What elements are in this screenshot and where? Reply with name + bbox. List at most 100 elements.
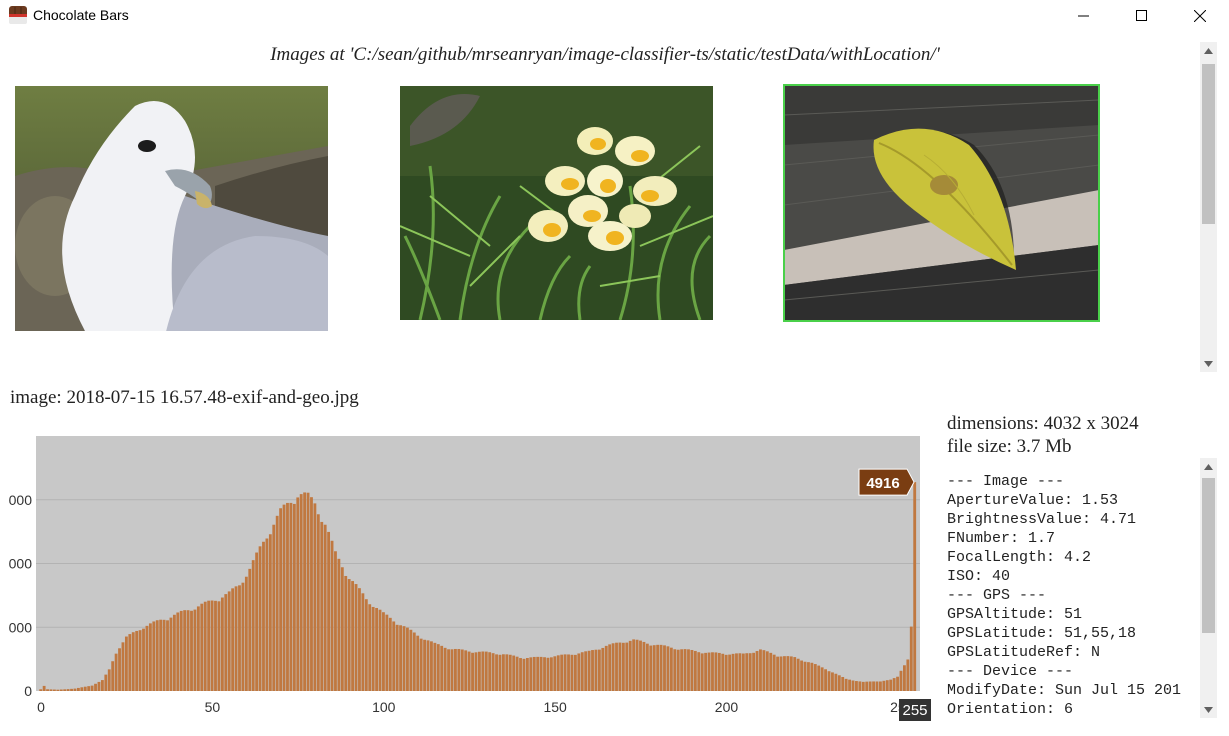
histogram-bar (457, 649, 461, 691)
histogram-bar (765, 651, 769, 691)
histogram-bar (361, 593, 365, 691)
histogram-bar (464, 650, 468, 691)
histogram-bar (783, 656, 786, 691)
histogram-bar (190, 610, 193, 691)
x-tick-label: 200 (715, 699, 739, 715)
histogram-bar (820, 667, 824, 691)
histogram-bar (224, 594, 228, 691)
histogram-bar (690, 649, 694, 691)
histogram-bar (676, 649, 680, 691)
histogram-bar (803, 661, 807, 691)
histogram-bar (885, 680, 889, 691)
gallery-scrollbar[interactable] (1200, 42, 1217, 372)
histogram-bar (810, 662, 814, 691)
histogram-bar (97, 681, 101, 691)
exif-line: GPSLatitude: 51,55,18 (947, 625, 1137, 642)
histogram-bar (563, 654, 567, 691)
window-titlebar: Chocolate Bars (0, 0, 1229, 32)
histogram-bar (875, 681, 879, 691)
histogram-bar (693, 650, 697, 691)
histogram-bar (371, 606, 375, 691)
thumbnail-flowers[interactable] (400, 86, 713, 320)
histogram-bar (882, 680, 886, 691)
histogram-bar (680, 649, 684, 691)
histogram-bar (645, 643, 649, 691)
histogram-bar (286, 502, 289, 691)
scrollbar-thumb[interactable] (1202, 64, 1215, 224)
histogram-bar (303, 492, 307, 691)
histogram-bar (755, 651, 759, 691)
histogram-bar (282, 504, 286, 691)
histogram-bar (100, 680, 104, 691)
histogram-bar (443, 647, 447, 691)
histogram-bar (536, 656, 540, 691)
histogram-bar (683, 649, 687, 691)
histogram-bar (207, 600, 211, 691)
histogram-bar (436, 644, 440, 691)
histogram-bar (807, 662, 810, 691)
x-tick-label: 150 (543, 699, 567, 715)
histogram-bar (111, 661, 115, 691)
histogram-bar (769, 652, 773, 691)
minimize-button[interactable] (1055, 0, 1113, 32)
histogram-bar (594, 649, 598, 691)
histogram-bar (717, 652, 721, 691)
histogram-bar (320, 521, 324, 691)
thumbnail-seabird[interactable] (15, 86, 328, 331)
histogram-bar (433, 642, 437, 691)
histogram-bar (481, 651, 485, 691)
histogram-bar (745, 653, 749, 691)
x-tick-label: 50 (205, 699, 221, 715)
histogram-bar (495, 654, 498, 691)
histogram-bar (265, 538, 269, 691)
histogram-bar (700, 653, 704, 691)
close-button[interactable] (1171, 0, 1229, 32)
histogram-bar (255, 552, 259, 691)
histogram-bar (896, 676, 899, 691)
histogram-bar (567, 654, 570, 691)
histogram-bar (618, 642, 622, 691)
maximize-button[interactable] (1113, 0, 1171, 32)
histogram-bar (587, 650, 591, 691)
histogram-bar (625, 642, 629, 691)
histogram-bar (837, 675, 841, 691)
tooltip-value-label: 4916 (866, 475, 899, 492)
arrow-down-icon (1204, 360, 1213, 367)
leaf-image (784, 85, 1099, 321)
exif-scrollbar[interactable] (1200, 458, 1217, 718)
histogram-bar (46, 689, 49, 691)
exif-scroll-down-button[interactable] (1200, 701, 1217, 718)
scroll-down-button[interactable] (1200, 355, 1217, 372)
histogram-bar (796, 658, 800, 691)
thumbnail-leaf[interactable] (783, 84, 1100, 322)
histogram-bar (313, 503, 317, 691)
exif-scrollbar-thumb[interactable] (1202, 478, 1215, 633)
histogram-bar (848, 679, 851, 691)
scroll-up-button[interactable] (1200, 42, 1217, 59)
histogram-bar (604, 645, 608, 691)
histogram-bar (358, 588, 361, 691)
histogram-bar (49, 689, 53, 691)
histogram-bar (621, 642, 625, 691)
histogram-bar (289, 502, 293, 691)
histogram-bar (419, 638, 423, 691)
histogram-bar (906, 659, 910, 691)
histogram-bar (56, 689, 60, 691)
histogram-bar (649, 645, 653, 691)
histogram-bar (652, 645, 656, 691)
histogram-bar (114, 653, 118, 691)
histogram-bar (707, 652, 711, 691)
histogram-bar (299, 494, 303, 691)
histogram-bar (73, 688, 77, 691)
histogram-bar (855, 681, 858, 691)
histogram-bar (467, 651, 471, 691)
chocolate-bar-icon (8, 5, 28, 25)
exif-scroll-up-button[interactable] (1200, 458, 1217, 475)
histogram-bar (601, 647, 605, 691)
histogram-bar (663, 645, 666, 691)
histogram-bar (628, 640, 632, 691)
histogram-bar (241, 582, 245, 691)
histogram-bar (728, 654, 732, 691)
histogram-bar (378, 609, 382, 691)
exif-line: --- GPS --- (947, 587, 1047, 604)
